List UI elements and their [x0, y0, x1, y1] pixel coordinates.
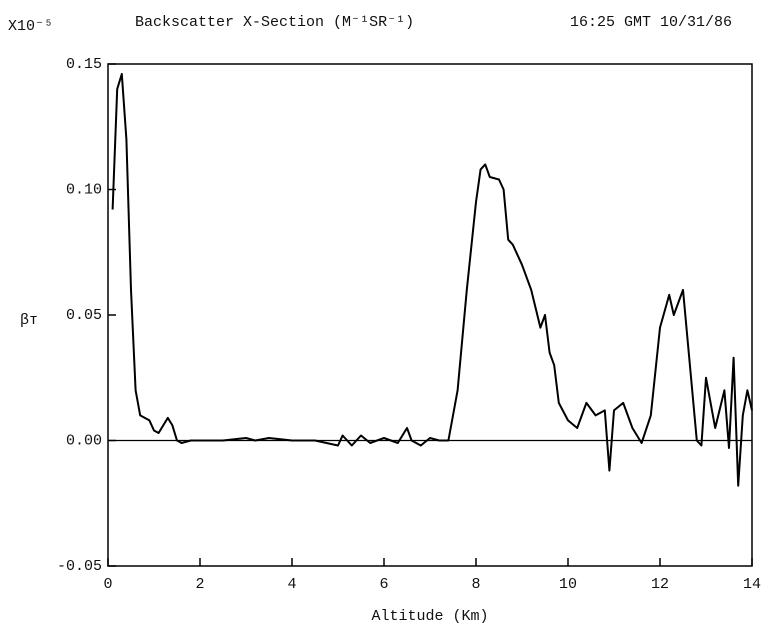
y-tick-label: 0.05 [66, 307, 102, 324]
chart-subtitle: 16:25 GMT 10/31/86 [570, 14, 732, 31]
y-multiplier: X10⁻⁵ [8, 18, 53, 35]
y-tick-label: 0.15 [66, 56, 102, 73]
chart-title: Backscatter X-Section (M⁻¹SR⁻¹) [135, 14, 414, 31]
y-tick-label: 0.00 [66, 432, 102, 449]
x-tick-label: 10 [559, 576, 577, 593]
x-tick-label: 12 [651, 576, 669, 593]
x-axis-label: Altitude (Km) [371, 608, 488, 625]
x-tick-label: 8 [471, 576, 480, 593]
x-tick-label: 6 [379, 576, 388, 593]
x-tick-label: 0 [103, 576, 112, 593]
x-tick-label: 4 [287, 576, 296, 593]
y-axis-label: βᴛ [20, 312, 38, 329]
y-tick-label: 0.10 [66, 181, 102, 198]
y-tick-label: -0.05 [57, 558, 102, 575]
x-tick-label: 14 [743, 576, 761, 593]
plot-frame [107, 63, 753, 567]
data-line [111, 73, 753, 487]
x-tick-label: 2 [195, 576, 204, 593]
